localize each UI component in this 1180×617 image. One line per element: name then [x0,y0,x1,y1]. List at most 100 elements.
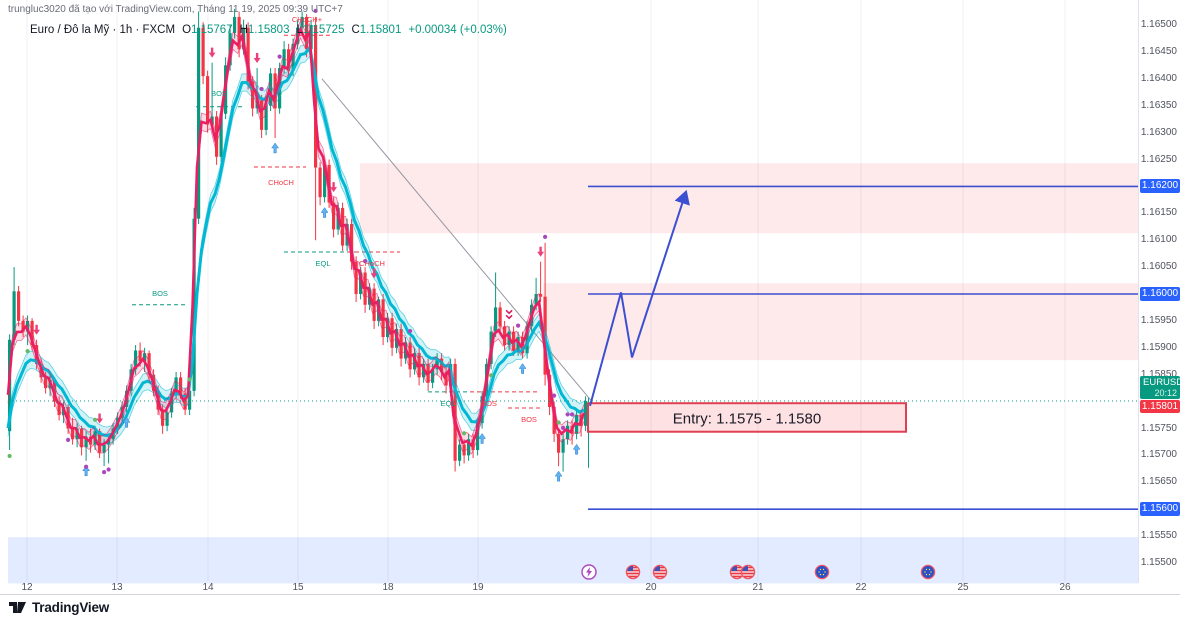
candle-body [161,409,165,426]
candle-body [534,294,538,305]
signal-dot-green [556,420,561,425]
supply-zone-upper[interactable] [360,163,1138,234]
symbol-badge-row: EURUSD1.15801 [1143,377,1180,389]
candle-body [255,100,259,109]
signal-dot-purple [66,437,71,442]
price-level-label[interactable]: 1.15600 [1140,502,1180,517]
ohlc-open: O1.15767 [182,24,233,36]
price-tick-label: 1.16450 [1140,45,1177,57]
economic-event-lightning-icon[interactable] [581,564,597,580]
candle-body [359,272,363,294]
signal-dot-purple [543,234,548,239]
candle-body [57,401,61,416]
economic-event-us-flag-icon[interactable] [740,564,756,580]
price-scale[interactable]: 1.16500 1.16450 1.16400 1.16350 1.16300 1.162… [1138,0,1180,583]
flag-stripe [730,575,744,578]
structure-label: BOS [521,415,537,424]
price-tick-label: 1.16500 [1140,19,1177,30]
sell-arrow-icon [208,47,216,58]
signal-dot-purple [106,467,111,472]
symbol-price-badge: EURUSD1.1580120:12 [1140,376,1180,400]
candle-body [84,436,88,448]
candle-body [134,350,138,370]
flag-stripe [653,575,667,578]
structure-label: BOS [152,289,168,298]
price-tick-label: 1.15750 [1140,422,1177,434]
signal-dot-purple [565,412,570,417]
candle-body [318,167,322,198]
ma-ribbon-edge [7,38,585,428]
flag-ring [814,564,830,580]
sell-arrow-icon [537,246,545,257]
candle-body [332,202,336,230]
candle-body [305,16,309,50]
price-tick-label: 1.16400 [1140,72,1177,84]
flag-stripe [626,575,640,578]
time-axis[interactable]: 12 13 14 15 18 19 20 21 22 25 26 [0,581,1138,594]
candle-body [494,307,498,332]
time-tick-label: 14 [202,582,214,593]
signal-dot-green [462,431,467,436]
economic-event-us-flag-icon[interactable] [652,564,668,580]
candle-body [467,439,471,456]
signal-dot-green [7,453,12,459]
candle-body [444,372,448,386]
us-flag-art [653,565,667,579]
signal-dot-purple [516,323,521,328]
us-flag-art [626,565,640,579]
price-level-label[interactable]: 1.16200 [1140,179,1180,194]
candle-body [201,27,205,77]
candle-body [561,439,565,453]
symbol-info-bar[interactable]: Euro / Đô la Mỹ · 1h · FXCM O1.15767 H1.… [30,24,507,36]
price-tick-label: 1.16350 [1140,99,1177,111]
candle-body [264,105,268,130]
entry-zone-box[interactable] [587,402,907,433]
economic-event-eu-flag-icon[interactable] [920,564,936,580]
time-tick-label: 18 [382,582,394,593]
double-down-arrow-icon [505,309,513,320]
structure-label: BOS [211,89,227,98]
eu-flag-star [822,573,825,576]
candle-body [183,393,187,410]
demand-zone-bottom[interactable] [8,537,1138,584]
eu-flag-star [819,568,822,571]
candle-body [300,16,304,28]
tradingview-logo-text[interactable]: TradingView [32,600,110,615]
price-tick-label: 1.16300 [1140,126,1177,138]
footer: TradingView [8,600,109,615]
economic-event-us-flag-icon[interactable] [729,564,745,580]
candle-body [12,291,16,340]
signal-dot-green [25,349,30,354]
projection-arrow[interactable] [589,189,690,407]
candle-body [246,27,250,82]
buy-arrow-icon [572,443,581,455]
flag-ring [740,564,756,580]
eu-flag-star [925,568,928,571]
structure-label: CHoCH [268,178,294,187]
flag-stripe [730,572,744,575]
economic-event-eu-flag-icon[interactable] [814,564,830,580]
candle-body [107,439,111,445]
eu-flag-star [822,568,825,571]
ohlc-high: H1.15803 [239,24,290,36]
symbol-title[interactable]: Euro / Đô la Mỹ · 1h · FXCM [30,24,176,36]
buy-arrow-icon [478,433,486,444]
candle-body [170,393,174,413]
ma-ribbon-center [6,44,585,438]
sell-arrow-icon [33,324,41,335]
economic-event-us-flag-icon[interactable] [625,564,641,580]
flag-canton [653,565,660,571]
price-level-label[interactable]: 1.16000 [1140,287,1180,301]
time-tick-label: 22 [855,582,867,593]
candle-body [138,350,142,362]
sell-arrow-icon [253,53,261,64]
symbol-badge-ticker: EURUSD [1143,377,1180,389]
flag-canton [741,565,748,571]
tradingview-logo-icon[interactable] [8,600,27,615]
supply-zone-lower[interactable] [543,283,1138,361]
candle-body [287,49,291,71]
candle-body [314,25,318,168]
structure-label: BOS [481,399,497,408]
